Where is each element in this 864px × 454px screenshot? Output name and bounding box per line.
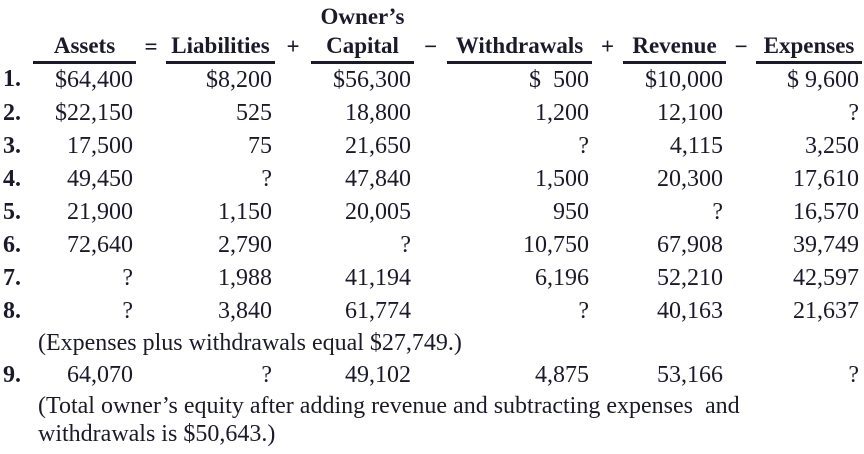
cell-revenue: 4,115 (669, 133, 723, 159)
cell-withdrawals: 6,196 (535, 265, 589, 291)
cell-withdrawals: 1,200 (535, 100, 589, 126)
cell-liabilities: 1,988 (218, 265, 272, 291)
cell-assets: ? (122, 265, 133, 291)
cell-expenses: 3,250 (805, 133, 859, 159)
cell-assets: 17,500 (67, 133, 133, 159)
note-row-8: (Expenses plus withdrawals equal $27,749… (2, 328, 862, 359)
cell-revenue: ? (712, 199, 723, 225)
cell-revenue: $10,000 (645, 67, 723, 93)
row-number: 6. (3, 232, 21, 258)
note-expenses-withdrawals: (Expenses plus withdrawals equal $27,749… (38, 330, 462, 356)
cell-liabilities: 75 (248, 133, 272, 159)
note-owners-equity-line2: withdrawals is $50,643.) (38, 421, 276, 447)
column-header-assets: Assets (33, 29, 136, 64)
cell-revenue: 67,908 (657, 232, 723, 258)
cell-assets: $64,400 (55, 67, 133, 93)
table-row-2: 2. $22,150 525 18,800 1,200 12,100 ? (2, 97, 862, 130)
equals-operator: = (144, 34, 158, 60)
cell-assets: 21,900 (67, 199, 133, 225)
cell-expenses: 39,749 (793, 232, 859, 258)
note-owners-equity-line1: (Total owner’s equity after adding reven… (38, 393, 740, 419)
row-number: 5. (3, 199, 21, 225)
table-row-6: 6. 72,640 2,790 ? 10,750 67,908 39,749 (2, 229, 862, 262)
column-header-expenses: Expenses (756, 29, 862, 64)
table-row-1: 1. $64,400 $8,200 $56,300 $ 500 $10,000 … (2, 63, 862, 98)
row-number: 7. (3, 265, 21, 291)
cell-assets: $22,150 (55, 100, 133, 126)
cell-withdrawals: 10,750 (523, 232, 589, 258)
row-number: 2. (3, 100, 21, 126)
cell-liabilities: ? (261, 362, 272, 388)
table-row-4: 4. 49,450 ? 47,840 1,500 20,300 17,610 (2, 163, 862, 196)
cell-expenses: 42,597 (793, 265, 859, 291)
plus-operator-1: + (286, 34, 300, 60)
cell-liabilities: $8,200 (206, 67, 272, 93)
column-header-revenue: Revenue (623, 29, 726, 64)
cell-capital: ? (400, 232, 411, 258)
cell-capital: 41,194 (345, 265, 411, 291)
cell-capital: 21,650 (345, 133, 411, 159)
cell-revenue: 20,300 (657, 166, 723, 192)
column-header-liabilities: Liabilities (166, 29, 275, 64)
header-row-owners: Owner’s (2, 2, 862, 29)
cell-liabilities: ? (261, 166, 272, 192)
cell-liabilities: 525 (236, 100, 272, 126)
column-header-owners-capital: Capital (311, 29, 414, 64)
row-number: 4. (3, 166, 21, 192)
row-number: 8. (3, 298, 21, 324)
cell-capital: $56,300 (333, 67, 411, 93)
cell-withdrawals: 1,500 (535, 166, 589, 192)
cell-expenses: 16,570 (793, 199, 859, 225)
table-row-9: 9. 64,070 ? 49,102 4,875 53,166 ? (2, 359, 862, 392)
cell-assets: 72,640 (67, 232, 133, 258)
cell-liabilities: 2,790 (218, 232, 272, 258)
cell-capital: 47,840 (345, 166, 411, 192)
plus-operator-2: + (600, 34, 615, 60)
cell-withdrawals: ? (578, 298, 589, 324)
minus-operator-2: − (734, 34, 748, 60)
minus-operator-1: − (423, 34, 438, 60)
cell-expenses: ? (848, 100, 859, 126)
cell-liabilities: 3,840 (218, 298, 272, 324)
table-row-3: 3. 17,500 75 21,650 ? 4,115 3,250 (2, 130, 862, 163)
cell-expenses: 21,637 (793, 298, 859, 324)
cell-assets: 64,070 (67, 362, 133, 388)
cell-withdrawals: $ 500 (529, 67, 589, 93)
cell-assets: ? (122, 298, 133, 324)
note-row-9: (Total owner’s equity after adding reven… (2, 392, 862, 448)
cell-capital: 61,774 (345, 298, 411, 324)
cell-revenue: 12,100 (657, 100, 723, 126)
cell-withdrawals: 4,875 (535, 362, 589, 388)
cell-expenses: ? (848, 362, 859, 388)
header-row-main: Assets = Liabilities + Capital − Withdra… (2, 29, 862, 64)
cell-withdrawals: 950 (553, 199, 589, 225)
row-number: 1. (3, 66, 21, 93)
cell-capital: 20,005 (345, 199, 411, 225)
row-number: 3. (3, 133, 21, 159)
table-row-5: 5. 21,900 1,150 20,005 950 ? 16,570 (2, 196, 862, 229)
cell-withdrawals: ? (578, 133, 589, 159)
cell-liabilities: 1,150 (218, 199, 272, 225)
cell-revenue: 52,210 (657, 265, 723, 291)
cell-capital: 49,102 (345, 362, 411, 388)
cell-assets: 49,450 (67, 166, 133, 192)
cell-expenses: $ 9,600 (787, 67, 859, 93)
accounting-equation-table: Owner’s Assets = Liabilities + Capital −… (2, 2, 862, 448)
cell-revenue: 53,166 (657, 362, 723, 388)
table-row-8: 8. ? 3,840 61,774 ? 40,163 21,637 (2, 295, 862, 328)
column-header-withdrawals: Withdrawals (447, 29, 592, 64)
table-row-7: 7. ? 1,988 41,194 6,196 52,210 42,597 (2, 262, 862, 295)
cell-revenue: 40,163 (657, 298, 723, 324)
row-number: 9. (3, 362, 21, 388)
cell-capital: 18,800 (345, 100, 411, 126)
owners-capital-header-line1: Owner’s (320, 3, 405, 29)
cell-expenses: 17,610 (793, 166, 859, 192)
